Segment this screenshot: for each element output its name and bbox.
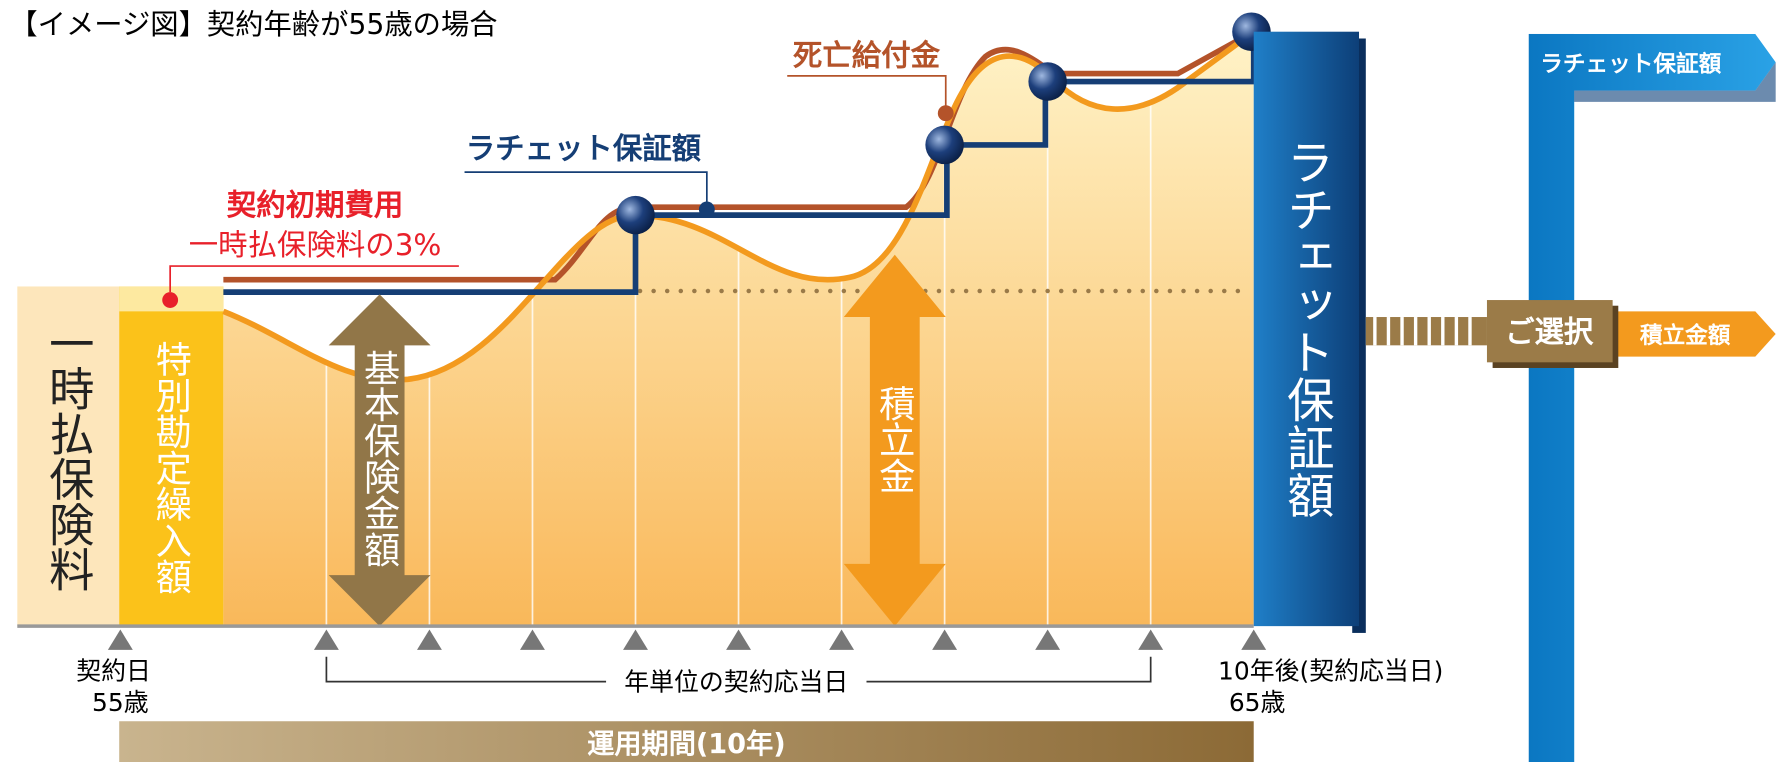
ratchet-block <box>1253 31 1360 627</box>
choice-select: ご選択 <box>1505 315 1594 349</box>
connector <box>1365 317 1487 346</box>
reserve-arrow <box>843 254 946 627</box>
ratchet-block-label: ラチェット保証額 <box>1278 138 1333 518</box>
period-band <box>119 721 1254 762</box>
cost-dot <box>162 292 179 308</box>
tick-triangles <box>107 629 1267 650</box>
start-label: 契約日 <box>76 656 151 685</box>
period-label: 運用期間(10年) <box>587 728 785 760</box>
reserve-choice-arrow <box>1613 311 1776 357</box>
cost-rate: 一時払保険料の3% <box>189 228 442 262</box>
special-label: 特別勘定繰入額 <box>150 341 193 595</box>
premium-block <box>17 286 120 627</box>
ratchet-dot <box>698 201 715 218</box>
end-label: 10年後(契約応当日) <box>1218 656 1443 685</box>
start-age: 55歳 <box>92 688 149 717</box>
title: 【イメージ図】契約年齢が55歳の場合 <box>9 8 497 41</box>
ratchet-arrow <box>1528 33 1776 762</box>
select-box <box>1486 300 1613 363</box>
end-age: 65歳 <box>1229 688 1286 717</box>
premium-label: 一時払保険料 <box>42 320 95 592</box>
special-block <box>119 286 224 627</box>
basic-label: 基本保険金額 <box>358 350 401 567</box>
anniversary: 年単位の契約応当日 <box>624 668 848 697</box>
choice-ratchet: ラチェット保証額 <box>1540 50 1721 77</box>
basic-arrow <box>328 294 431 627</box>
ratchet-callout: ラチェット保証額 <box>466 132 701 166</box>
choice-reserve: 積立金額 <box>1640 322 1731 349</box>
cost-label: 契約初期費用 <box>227 188 404 222</box>
connector-stripes <box>1373 317 1472 346</box>
death-label: 死亡給付金 <box>793 39 941 73</box>
death-dot <box>937 105 954 122</box>
reserve-label: 積立金 <box>873 385 916 494</box>
